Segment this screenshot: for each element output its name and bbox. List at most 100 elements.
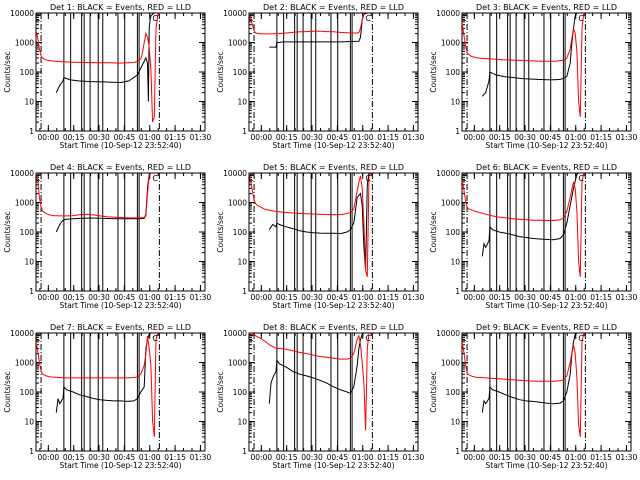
c-marker: C	[578, 174, 584, 183]
y-tick-label: 10	[24, 98, 34, 107]
x-axis-label: Start Time (10-Sep-12 23:52:40)	[486, 301, 608, 310]
panel-title: Det 1: BLACK = Events, RED = LLD	[50, 3, 191, 12]
plot-frame	[35, 172, 206, 292]
x-tick-label: 00:15	[276, 453, 298, 462]
x-tick-label: 01:30	[403, 133, 425, 142]
events-series-line	[481, 13, 581, 97]
x-tick-label: 00:15	[489, 133, 511, 142]
x-tick-label: 00:30	[514, 293, 536, 302]
x-tick-label: 00:45	[114, 133, 136, 142]
x-tick-label: 01:30	[403, 453, 425, 462]
c-marker: C	[35, 174, 41, 183]
x-tick-label: 01:15	[164, 133, 186, 142]
x-tick-label: 00:45	[327, 133, 349, 142]
x-tick-label: 00:15	[276, 293, 298, 302]
c-marker: C	[365, 14, 371, 23]
y-tick-label: 100	[20, 228, 35, 237]
lld-series-line	[462, 333, 585, 437]
x-axis-label: Start Time (10-Sep-12 23:52:40)	[60, 301, 182, 310]
panel-title: Det 4: BLACK = Events, RED = LLD	[50, 163, 191, 172]
plot-frame	[248, 172, 419, 292]
events-series-line	[269, 13, 368, 48]
y-axis-label: Counts/sec	[429, 211, 438, 252]
y-tick-label: 10000	[436, 9, 460, 18]
x-tick-label: 01:30	[190, 293, 212, 302]
x-tick-label: 00:00	[464, 293, 486, 302]
plot-frame	[35, 12, 206, 132]
c-marker: C	[248, 334, 254, 343]
x-tick-label: 01:00	[352, 293, 374, 302]
panel-det-1: Det 1: BLACK = Events, RED = LLD 1 10 100 10…	[3, 3, 211, 150]
y-tick-label: 1	[242, 447, 247, 456]
x-axis-label: Start Time (10-Sep-12 23:52:40)	[486, 141, 608, 150]
y-tick-label: 1	[455, 127, 460, 136]
x-axis-label: Start Time (10-Sep-12 23:52:40)	[273, 141, 395, 150]
panel-title: Det 9: BLACK = Events, RED = LLD	[476, 323, 617, 332]
x-tick-label: 01:15	[164, 293, 186, 302]
x-tick-label: 00:00	[251, 133, 273, 142]
panel-title: Det 6: BLACK = Events, RED = LLD	[476, 163, 617, 172]
panel-det-9: Det 9: BLACK = Events, RED = LLD 1 10 100 10…	[429, 323, 637, 470]
x-tick-label: 00:30	[301, 453, 323, 462]
plot-frame	[248, 332, 419, 452]
x-tick-label: 01:00	[352, 133, 374, 142]
y-tick-label: 1000	[15, 199, 34, 208]
y-tick-label: 10	[237, 418, 247, 427]
x-axis-label: Start Time (10-Sep-12 23:52:40)	[273, 301, 395, 310]
panel-det-8: Det 8: BLACK = Events, RED = LLD 1 10 100 10…	[216, 323, 424, 470]
y-tick-label: 100	[446, 228, 461, 237]
y-tick-label: 10000	[436, 169, 460, 178]
y-tick-label: 1	[29, 127, 34, 136]
x-tick-label: 00:45	[114, 293, 136, 302]
plot-frame	[461, 172, 632, 292]
x-axis-label: Start Time (10-Sep-12 23:52:40)	[273, 461, 395, 470]
lld-series-line	[36, 333, 159, 437]
x-tick-label: 01:15	[164, 453, 186, 462]
y-tick-label: 10	[237, 258, 247, 267]
c-marker: C	[152, 174, 158, 183]
y-tick-label: 10000	[10, 169, 34, 178]
panel-det-4: Det 4: BLACK = Events, RED = LLD 1 10 100 10…	[3, 163, 211, 310]
panel-title: Det 7: BLACK = Events, RED = LLD	[50, 323, 191, 332]
x-axis-label: Start Time (10-Sep-12 23:52:40)	[486, 461, 608, 470]
x-tick-label: 00:45	[114, 453, 136, 462]
y-tick-label: 100	[446, 68, 461, 77]
x-tick-label: 01:15	[377, 293, 399, 302]
y-tick-label: 1000	[228, 39, 247, 48]
x-tick-label: 00:00	[38, 453, 60, 462]
y-tick-label: 1000	[15, 39, 34, 48]
x-tick-label: 01:30	[616, 133, 638, 142]
x-tick-label: 00:30	[514, 453, 536, 462]
y-tick-label: 10	[450, 418, 460, 427]
x-tick-label: 00:30	[88, 133, 110, 142]
plot-frame	[248, 12, 419, 132]
y-tick-label: 1000	[228, 199, 247, 208]
x-tick-label: 00:45	[540, 453, 562, 462]
panel-title: Det 3: BLACK = Events, RED = LLD	[476, 3, 617, 12]
c-marker: C	[35, 334, 41, 343]
x-tick-label: 01:00	[139, 453, 161, 462]
y-tick-label: 1000	[15, 359, 34, 368]
panel-title: Det 5: BLACK = Events, RED = LLD	[263, 163, 404, 172]
x-tick-label: 00:45	[327, 293, 349, 302]
c-marker: C	[152, 334, 158, 343]
x-tick-label: 01:00	[565, 293, 587, 302]
c-marker: C	[35, 14, 41, 23]
x-tick-label: 00:15	[276, 133, 298, 142]
y-tick-label: 1000	[228, 359, 247, 368]
y-axis-label: Counts/sec	[3, 51, 12, 92]
y-tick-label: 1	[29, 447, 34, 456]
y-tick-label: 1	[242, 127, 247, 136]
x-tick-label: 00:30	[88, 453, 110, 462]
x-tick-label: 00:45	[327, 453, 349, 462]
x-tick-label: 00:00	[464, 133, 486, 142]
x-tick-label: 00:45	[540, 133, 562, 142]
x-tick-label: 01:15	[590, 293, 612, 302]
y-tick-label: 100	[20, 388, 35, 397]
x-tick-label: 00:45	[540, 293, 562, 302]
x-tick-label: 00:15	[63, 133, 85, 142]
x-tick-label: 00:00	[464, 453, 486, 462]
y-tick-label: 10000	[223, 329, 247, 338]
x-tick-label: 00:30	[514, 133, 536, 142]
